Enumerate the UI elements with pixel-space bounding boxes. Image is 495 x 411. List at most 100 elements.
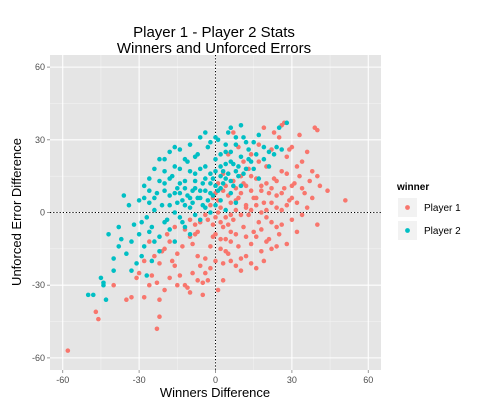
point-player-2 <box>228 125 234 130</box>
point-player-2 <box>228 190 234 196</box>
point-player-1 <box>154 326 160 332</box>
point-player-2 <box>167 227 172 232</box>
point-player-2 <box>225 130 231 135</box>
legend-swatch-player-1 <box>405 205 410 210</box>
legend-label-player-2: Player 2 <box>424 226 461 237</box>
point-player-1 <box>248 241 254 247</box>
point-player-2 <box>180 198 185 203</box>
point-player-2 <box>256 176 262 181</box>
point-player-2 <box>228 159 234 164</box>
point-player-2 <box>144 215 150 220</box>
point-player-2 <box>233 142 239 147</box>
y-tick-label: -30 <box>32 280 45 290</box>
point-player-2 <box>192 178 198 184</box>
point-player-2 <box>246 147 251 152</box>
point-player-2 <box>218 173 223 179</box>
point-player-2 <box>182 156 188 162</box>
point-player-2 <box>208 181 213 186</box>
legend: winner Player 1 Player 2 <box>396 182 461 240</box>
point-player-1 <box>312 125 318 130</box>
point-player-2 <box>172 144 178 150</box>
point-player-1 <box>220 224 226 230</box>
point-player-2 <box>190 200 195 206</box>
point-player-2 <box>271 152 277 157</box>
point-player-1 <box>269 219 274 225</box>
point-player-1 <box>231 217 236 223</box>
point-player-1 <box>238 268 244 273</box>
point-player-1 <box>180 244 185 249</box>
point-player-1 <box>175 282 180 288</box>
point-player-1 <box>266 190 272 196</box>
point-player-1 <box>274 193 279 198</box>
point-player-1 <box>215 287 221 293</box>
point-player-1 <box>238 256 244 261</box>
point-player-1 <box>284 202 290 208</box>
point-player-2 <box>124 251 129 256</box>
point-player-1 <box>279 207 285 213</box>
point-player-2 <box>208 210 213 215</box>
point-player-2 <box>233 135 239 140</box>
point-player-1 <box>279 222 285 227</box>
point-player-1 <box>248 261 254 266</box>
point-player-1 <box>213 232 218 237</box>
point-player-1 <box>223 248 228 254</box>
point-player-2 <box>139 219 144 225</box>
point-player-2 <box>192 154 198 160</box>
point-player-1 <box>187 217 193 223</box>
point-player-1 <box>241 224 246 230</box>
point-player-1 <box>264 181 269 186</box>
point-player-1 <box>264 215 269 220</box>
point-player-1 <box>253 265 259 271</box>
point-player-2 <box>225 171 231 177</box>
point-player-1 <box>259 227 264 232</box>
point-player-2 <box>223 207 228 213</box>
point-player-1 <box>251 229 256 235</box>
point-player-1 <box>228 212 234 218</box>
point-player-2 <box>279 147 285 152</box>
point-player-2 <box>118 236 124 242</box>
point-player-2 <box>162 181 167 186</box>
point-player-2 <box>205 144 211 150</box>
point-player-1 <box>96 316 101 322</box>
point-player-2 <box>177 215 183 220</box>
point-player-1 <box>317 183 323 189</box>
x-tick-label: -30 <box>133 375 146 385</box>
point-player-1 <box>167 239 172 244</box>
point-player-2 <box>284 120 290 126</box>
point-player-2 <box>218 152 223 157</box>
point-player-2 <box>152 195 157 201</box>
point-player-1 <box>253 234 259 240</box>
point-player-2 <box>220 181 226 186</box>
point-player-1 <box>192 232 198 237</box>
point-player-1 <box>302 190 307 196</box>
x-tick-label: 30 <box>287 375 297 385</box>
point-player-1 <box>218 246 223 252</box>
point-player-2 <box>238 183 244 189</box>
point-player-1 <box>175 251 180 256</box>
x-axis-title: Winners Difference <box>160 385 270 400</box>
point-player-1 <box>238 190 244 196</box>
point-player-1 <box>259 248 264 254</box>
point-player-1 <box>248 207 254 213</box>
point-player-1 <box>111 282 116 288</box>
point-player-2 <box>203 176 208 181</box>
point-player-1 <box>141 258 147 264</box>
point-player-1 <box>220 261 226 266</box>
point-player-1 <box>264 207 269 213</box>
point-player-1 <box>203 212 208 218</box>
point-player-2 <box>210 193 216 198</box>
point-player-2 <box>200 181 206 186</box>
point-player-2 <box>147 229 152 235</box>
point-player-1 <box>315 173 320 179</box>
point-player-1 <box>213 215 218 220</box>
point-player-1 <box>167 275 172 281</box>
point-player-2 <box>103 297 109 303</box>
point-player-2 <box>231 183 236 189</box>
point-player-1 <box>236 244 241 249</box>
point-player-1 <box>157 297 162 303</box>
point-player-1 <box>147 282 152 288</box>
point-player-1 <box>162 287 167 293</box>
point-player-1 <box>325 188 330 193</box>
point-player-1 <box>134 275 139 281</box>
point-player-1 <box>147 239 152 244</box>
